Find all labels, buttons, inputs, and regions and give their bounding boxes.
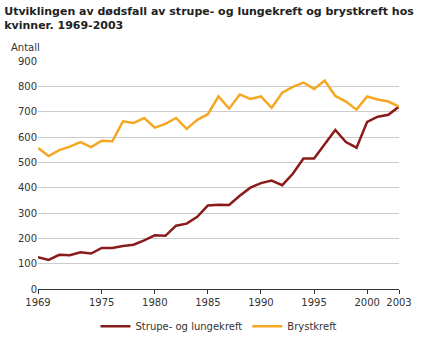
svg-text:900: 900 — [18, 56, 37, 67]
svg-text:1985: 1985 — [195, 297, 220, 308]
svg-text:400: 400 — [18, 182, 37, 193]
svg-text:Strupe- og lungekreft: Strupe- og lungekreft — [136, 321, 243, 332]
svg-text:800: 800 — [18, 81, 37, 92]
svg-text:1990: 1990 — [248, 297, 273, 308]
svg-text:2000: 2000 — [354, 297, 379, 308]
svg-text:1980: 1980 — [142, 297, 167, 308]
svg-text:200: 200 — [18, 233, 37, 244]
svg-text:500: 500 — [18, 157, 37, 168]
svg-text:1995: 1995 — [301, 297, 326, 308]
svg-text:2003: 2003 — [386, 297, 411, 308]
svg-text:600: 600 — [18, 132, 37, 143]
svg-text:0: 0 — [31, 284, 37, 295]
svg-text:1969: 1969 — [25, 297, 50, 308]
svg-text:300: 300 — [18, 208, 37, 219]
svg-text:1975: 1975 — [89, 297, 114, 308]
svg-text:Antall: Antall — [11, 42, 40, 53]
svg-text:Utviklingen av dødsfall av str: Utviklingen av dødsfall av strupe- og lu… — [4, 5, 414, 32]
svg-text:Brystkreft: Brystkreft — [287, 321, 336, 332]
svg-text:100: 100 — [18, 258, 37, 269]
svg-text:700: 700 — [18, 106, 37, 117]
